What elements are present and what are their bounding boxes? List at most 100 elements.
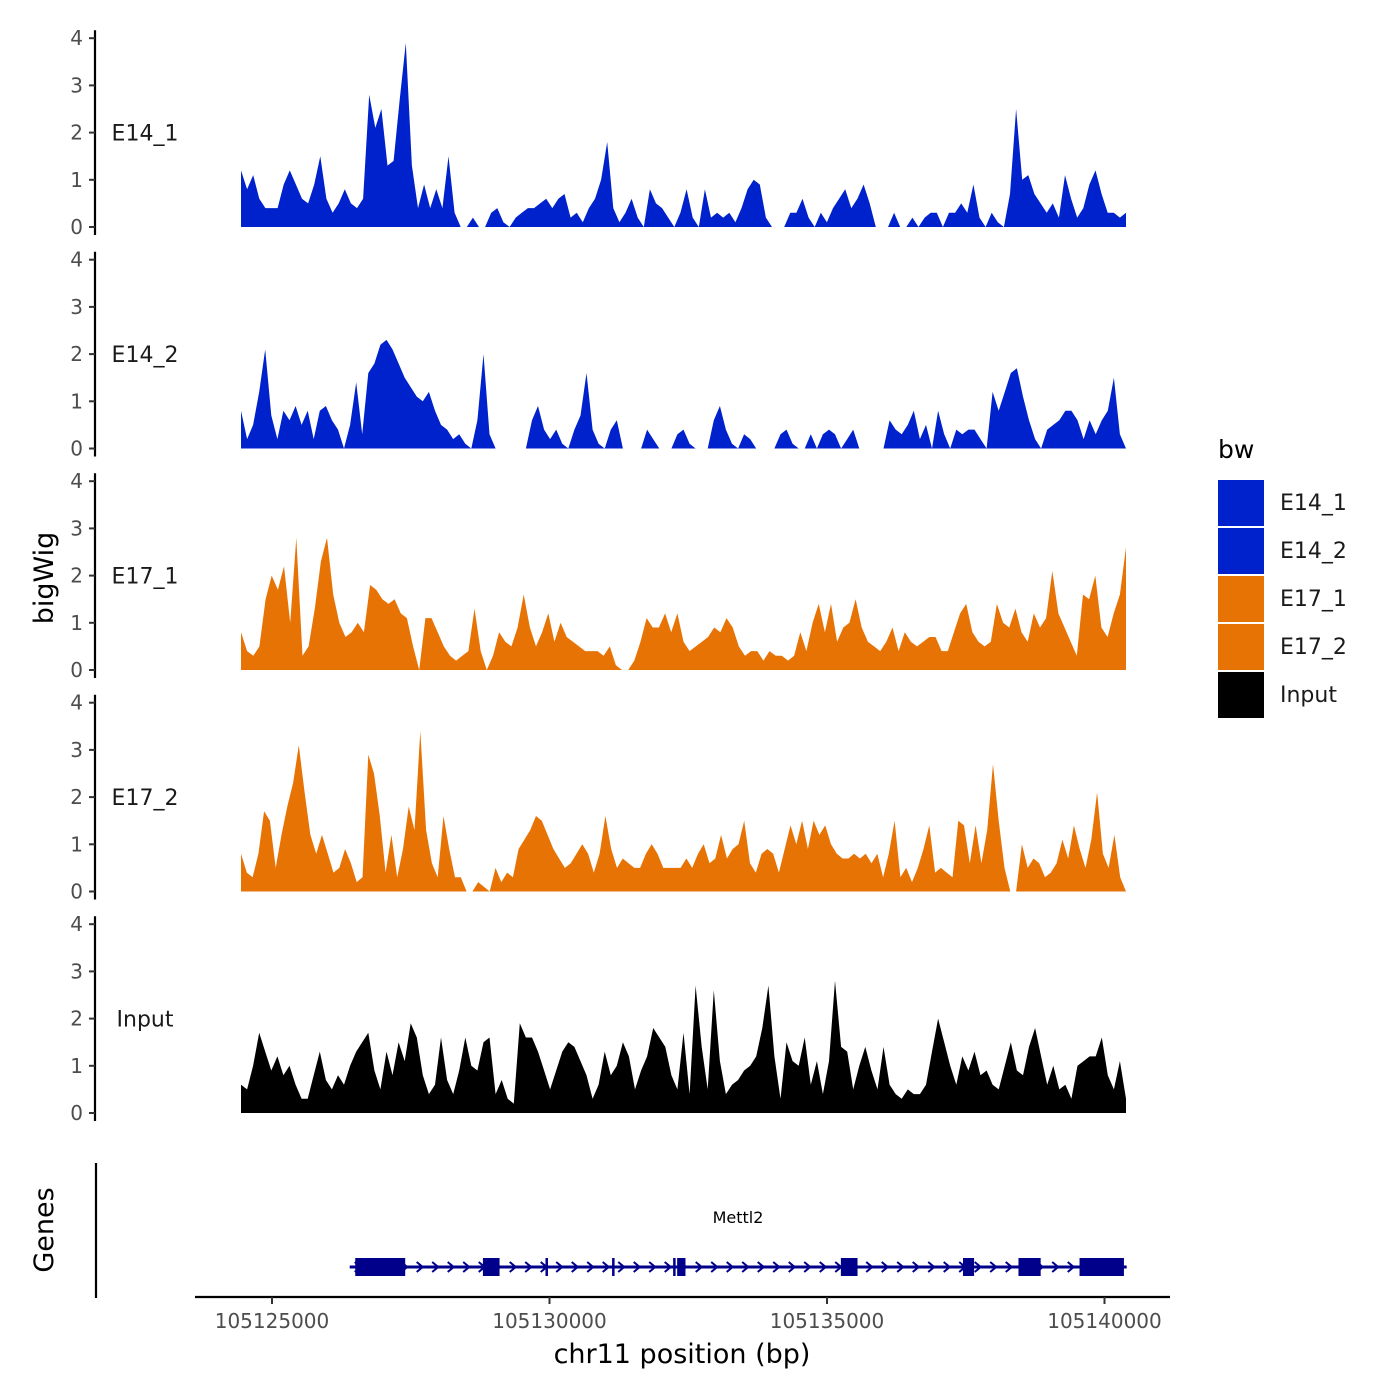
x-ticks: 105125000 105130000 105135000 105140000	[215, 1297, 1162, 1333]
signal-area-Input	[241, 980, 1126, 1113]
strand-chevron-icon	[710, 1261, 719, 1273]
legend-swatch	[1218, 672, 1264, 718]
y-tick-label: 0	[70, 437, 83, 461]
y-tick-label: 4	[70, 248, 83, 272]
legend-label: E14_1	[1280, 491, 1347, 516]
gene-track	[349, 1258, 1127, 1276]
strand-chevron-icon	[1005, 1261, 1014, 1273]
signal-area-E17_2	[241, 731, 1126, 892]
strand-chevron-icon	[555, 1261, 564, 1273]
x-tick-label: 105125000	[215, 1309, 330, 1333]
strand-chevron-icon	[788, 1261, 797, 1273]
strand-chevron-icon	[695, 1261, 704, 1273]
y-tick-label: 0	[70, 215, 83, 239]
y-tick-label: 3	[70, 738, 83, 762]
y-tick-label: 1	[70, 611, 83, 635]
y-tick-label: 4	[70, 691, 83, 715]
legend-swatch	[1218, 624, 1264, 670]
strand-chevron-icon	[989, 1261, 998, 1273]
y-tick-label: 1	[70, 389, 83, 413]
strand-chevron-icon	[571, 1261, 580, 1273]
legend: bw E14_1 E14_2 E17_1 E17_2 Input	[1218, 435, 1347, 718]
strand-chevron-icon	[586, 1261, 595, 1273]
y-axis-title: bigWig	[29, 532, 60, 625]
y-tick-label: 1	[70, 832, 83, 856]
signal-area-E17_1	[241, 537, 1126, 670]
legend-swatch	[1218, 480, 1264, 526]
y-tick-label: 3	[70, 295, 83, 319]
strand-chevron-icon	[524, 1261, 533, 1273]
legend-item: E17_1	[1218, 576, 1347, 622]
legend-swatch	[1218, 528, 1264, 574]
y-tick-label: 2	[70, 564, 83, 588]
strand-chevron-icon	[772, 1261, 781, 1273]
strand-chevron-icon	[617, 1261, 626, 1273]
gene-exon	[962, 1258, 975, 1276]
gene-exon	[482, 1258, 500, 1276]
x-tick-label: 105140000	[1047, 1309, 1162, 1333]
legend-label: E14_2	[1280, 539, 1347, 564]
y-tick-label: 2	[70, 121, 83, 145]
track-E17_1: 0 1 2 3 4 E17_1	[70, 469, 1126, 682]
y-tick-label: 0	[70, 880, 83, 904]
x-axis-title: chr11 position (bp)	[554, 1339, 811, 1370]
y-tick-label: 3	[70, 959, 83, 983]
y-tick-label: 4	[70, 26, 83, 50]
y-tick-label: 4	[70, 912, 83, 936]
signal-area-E14_1	[241, 42, 1126, 228]
legend-swatch	[1218, 576, 1264, 622]
track-label: E17_1	[112, 565, 179, 590]
legend-title: bw	[1218, 435, 1254, 464]
y-tick-label: 2	[70, 1007, 83, 1031]
track-E17_2: 0 1 2 3 4 E17_2	[70, 691, 1126, 904]
signal-area-E14_2	[241, 339, 1126, 449]
strand-chevron-icon	[881, 1261, 890, 1273]
gene-exon	[677, 1258, 686, 1276]
y-tick-label: 4	[70, 469, 83, 493]
genes-panel: Mettl2	[94, 1163, 1127, 1298]
strand-chevron-icon	[726, 1261, 735, 1273]
strand-chevron-icon	[974, 1261, 983, 1273]
y-tick-label: 2	[70, 785, 83, 809]
genes-axis-title: Genes	[29, 1187, 60, 1272]
gene-exon	[1079, 1258, 1124, 1276]
track-label: E17_2	[112, 786, 179, 811]
legend-label: E17_1	[1280, 587, 1347, 612]
strand-chevron-icon	[664, 1261, 673, 1273]
track-label: E14_2	[112, 343, 179, 368]
strand-chevron-icon	[912, 1261, 921, 1273]
x-tick-label: 105130000	[492, 1309, 607, 1333]
strand-chevron-icon	[819, 1261, 828, 1273]
track-label: E14_1	[112, 122, 179, 147]
gene-exon	[1018, 1258, 1041, 1276]
signal-tracks: 0 1 2 3 4 E14_1 0 1 2 3 4 E14_2 0 1 2 3 4 E17_1 0 1 2 3 4 E17_2…	[70, 26, 1126, 1125]
strand-chevron-icon	[509, 1261, 518, 1273]
strand-chevron-icon	[943, 1261, 952, 1273]
strand-chevron-icon	[648, 1261, 657, 1273]
legend-item: Input	[1218, 672, 1337, 718]
strand-chevron-icon	[865, 1261, 874, 1273]
strand-chevron-icon	[741, 1261, 750, 1273]
track-E14_2: 0 1 2 3 4 E14_2	[70, 248, 1126, 461]
track-E14_1: 0 1 2 3 4 E14_1	[70, 26, 1126, 239]
strand-chevron-icon	[803, 1261, 812, 1273]
strand-chevron-icon	[927, 1261, 936, 1273]
y-tick-label: 2	[70, 342, 83, 366]
strand-chevron-icon	[757, 1261, 766, 1273]
strand-chevron-icon	[1051, 1261, 1060, 1273]
strand-chevron-icon	[416, 1261, 425, 1273]
y-tick-label: 1	[70, 1054, 83, 1078]
y-tick-label: 0	[70, 658, 83, 682]
strand-chevron-icon	[1067, 1261, 1076, 1273]
strand-chevron-icon	[462, 1261, 471, 1273]
gene-exon	[355, 1258, 406, 1276]
strand-chevron-icon	[896, 1261, 905, 1273]
y-tick-label: 3	[70, 73, 83, 97]
legend-item: E17_2	[1218, 624, 1347, 670]
y-tick-label: 3	[70, 516, 83, 540]
legend-items: E14_1 E14_2 E17_1 E17_2 Input	[1218, 480, 1347, 718]
strand-chevron-icon	[447, 1261, 456, 1273]
track-Input: 0 1 2 3 4 Input	[70, 912, 1126, 1125]
y-tick-label: 1	[70, 168, 83, 192]
